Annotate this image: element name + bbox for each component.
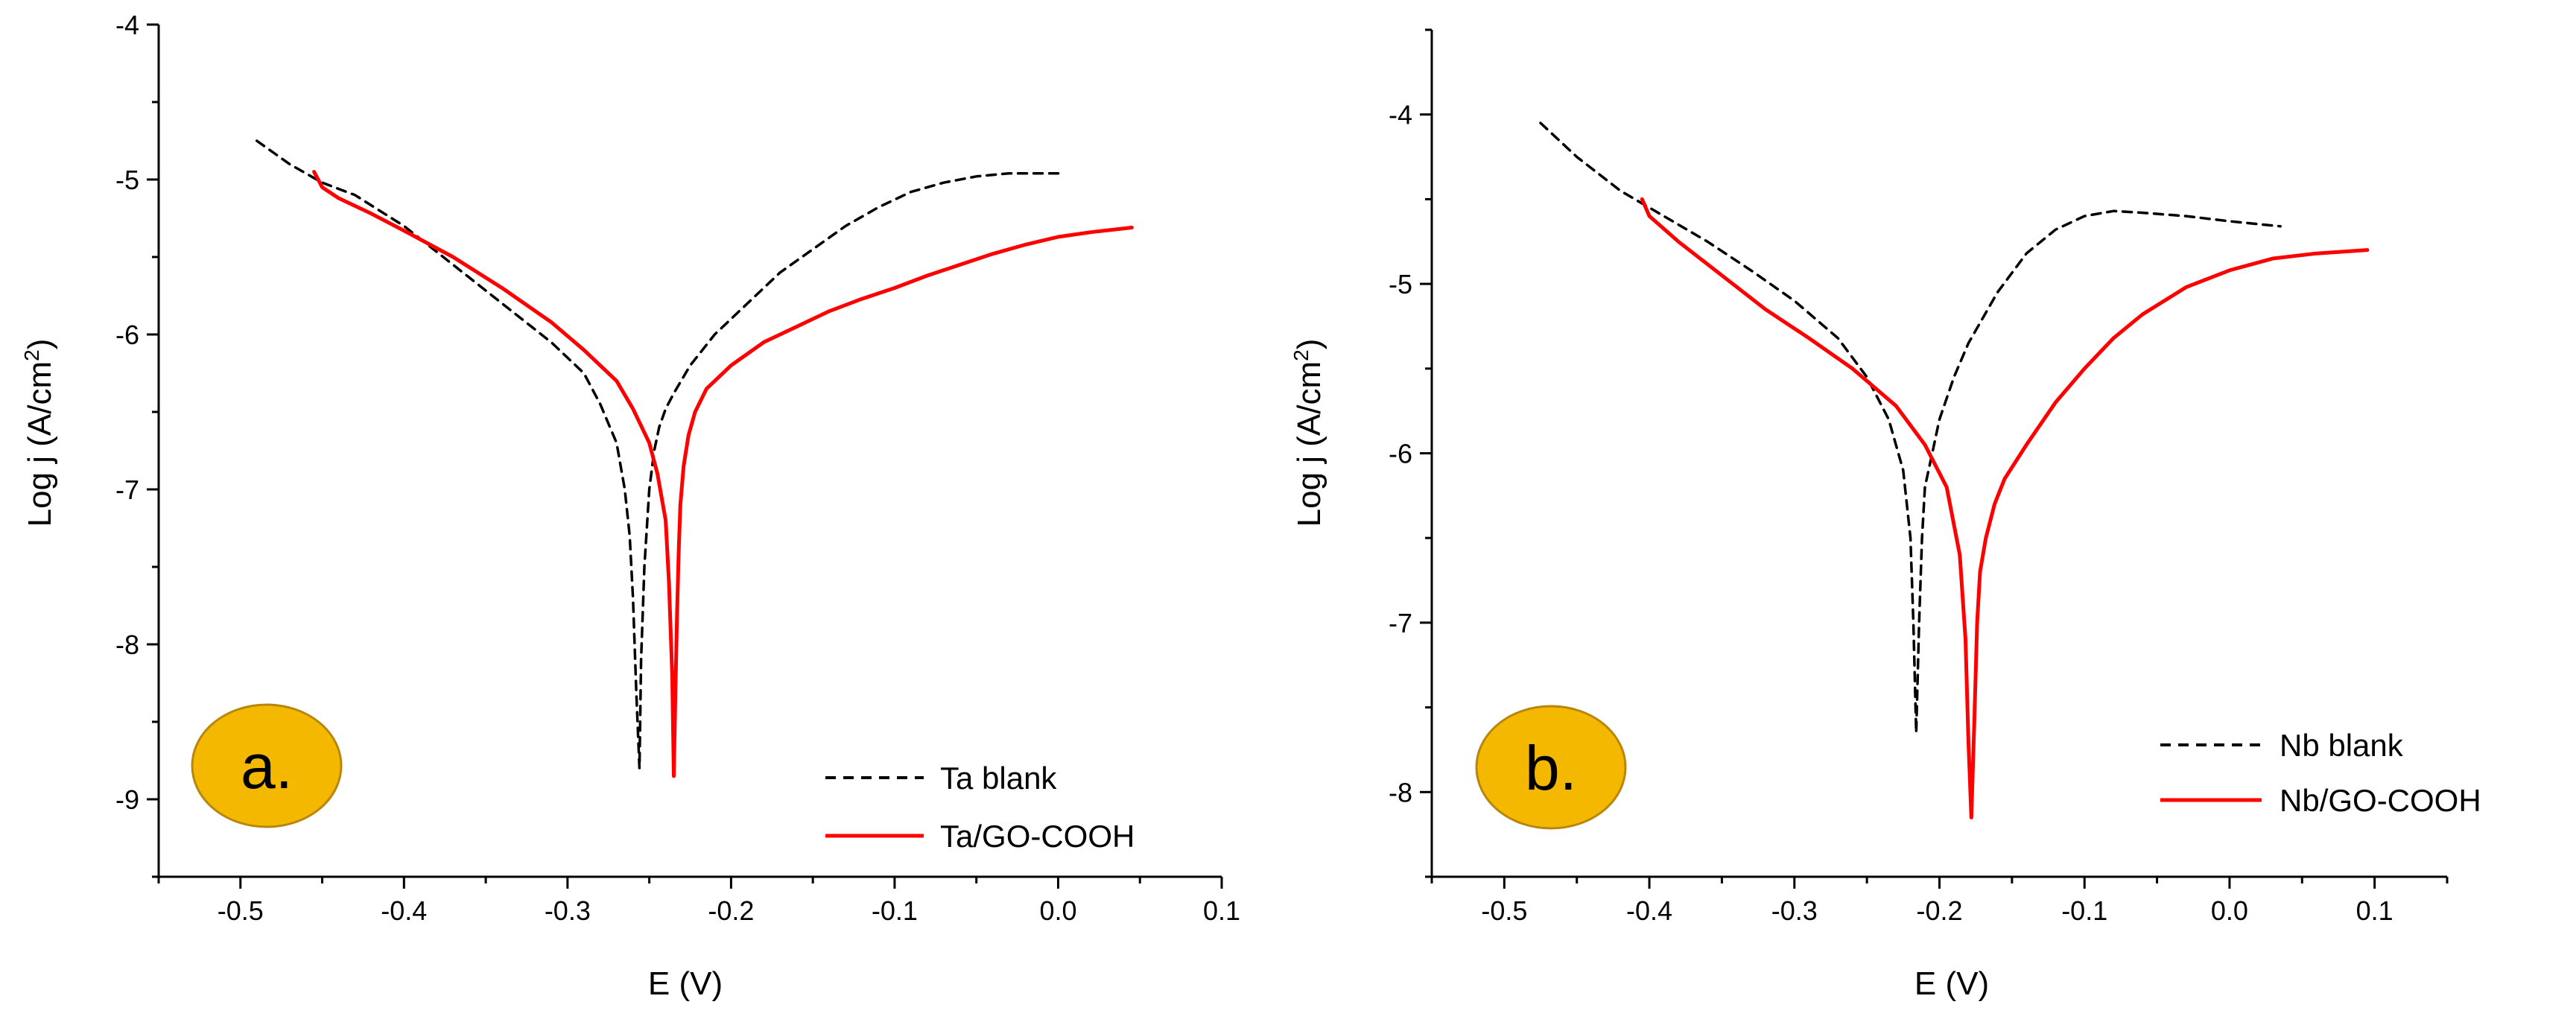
- legend-label-blank: Nb blank: [2280, 728, 2404, 763]
- legend: Nb blank Nb/GO-COOH: [2160, 728, 2481, 818]
- y-tick-label: -9: [115, 784, 139, 815]
- x-axis-title: E (V): [648, 965, 723, 1002]
- y-tick-label: -8: [115, 629, 139, 660]
- chart-panel-a: -0.5 -0.4 -0.3 -0.2 -0.1 0.0 0.1 -9 -8 -7 -6 -5 -4 L…: [20, 10, 1240, 1002]
- y-tick-label: -6: [115, 320, 139, 350]
- x-tick-label: -0.2: [1916, 895, 1962, 926]
- series-line-coated: [312, 170, 1134, 778]
- x-tick-label: -0.4: [1626, 895, 1672, 926]
- y-tick-label: -7: [1389, 608, 1412, 638]
- badge-label: a.: [241, 732, 293, 802]
- x-tick-label: -0.5: [1481, 895, 1527, 926]
- y-tick-label: -8: [1389, 777, 1412, 807]
- badge-circle: [1475, 705, 1627, 830]
- x-tick-label: 0.1: [1203, 895, 1240, 926]
- x-tick-label: -0.3: [1771, 895, 1818, 926]
- axes: -0.5 -0.4 -0.3 -0.2 -0.1 0.0 0.1 -9 -8 -7 -6 -5 -4: [115, 10, 1240, 926]
- chart-panel-b: -0.5 -0.4 -0.3 -0.2 -0.1 0.0 0.1 -8 -7 -6 -5 -4 Log…: [1289, 28, 2481, 1002]
- series-line-blank: [255, 139, 1060, 770]
- legend: Ta blank Ta/GO-COOH: [825, 761, 1135, 854]
- badge-label: b.: [1525, 733, 1577, 803]
- badge: b.: [1475, 705, 1627, 830]
- legend-label-blank: Ta blank: [940, 761, 1057, 796]
- x-tick-label: -0.1: [872, 895, 918, 926]
- legend-label-coated: Ta/GO-COOH: [940, 819, 1135, 854]
- series-line-coated: [1640, 197, 2370, 819]
- x-tick-label: -0.3: [545, 895, 591, 926]
- x-tick-label: 0.0: [1039, 895, 1076, 926]
- legend-label-coated: Nb/GO-COOH: [2280, 783, 2481, 818]
- y-tick-label: -6: [1389, 439, 1412, 469]
- y-tick-label: -5: [1389, 269, 1412, 299]
- series-group: [255, 139, 1134, 778]
- y-tick-label: -4: [115, 10, 139, 40]
- series-line-blank: [1539, 121, 2282, 734]
- x-axis-title: E (V): [1914, 965, 1989, 1002]
- axes: -0.5 -0.4 -0.3 -0.2 -0.1 0.0 0.1 -8 -7 -6 -5 -4: [1389, 28, 2449, 926]
- x-tick-label: 0.1: [2356, 895, 2393, 926]
- y-axis-title: Log j (A/cm2): [1289, 339, 1327, 527]
- badge: a.: [191, 703, 343, 828]
- x-tick-label: 0.0: [2211, 895, 2248, 926]
- x-tick-label: -0.5: [218, 895, 264, 926]
- y-tick-label: -7: [115, 475, 139, 505]
- y-tick-label: -4: [1389, 100, 1412, 130]
- badge-circle: [191, 703, 343, 828]
- series-group: [1539, 121, 2370, 819]
- y-tick-label: -5: [115, 165, 139, 195]
- x-tick-label: -0.4: [381, 895, 427, 926]
- x-tick-label: -0.2: [708, 895, 754, 926]
- y-axis-title: Log j (A/cm2): [20, 339, 58, 527]
- x-tick-label: -0.1: [2061, 895, 2107, 926]
